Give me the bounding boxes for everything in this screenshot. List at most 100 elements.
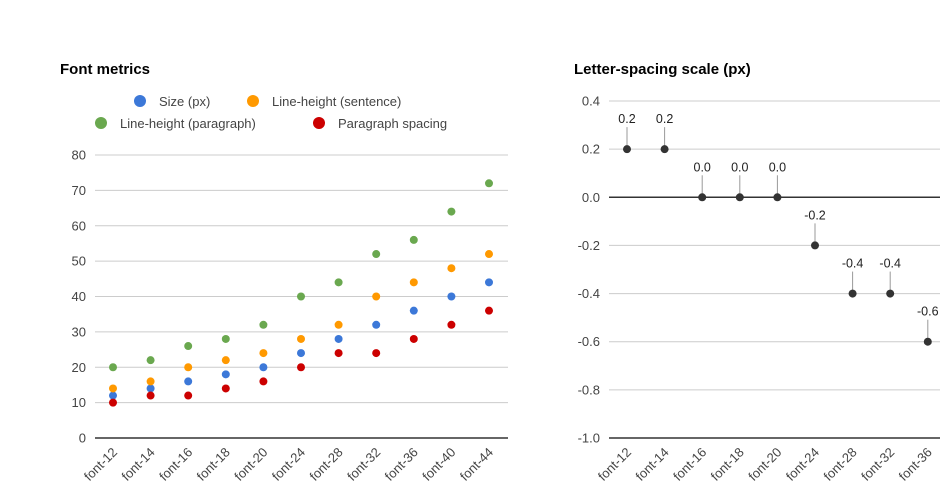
data-point xyxy=(811,241,819,250)
y-tick-label: -1.0 xyxy=(578,431,600,446)
data-point xyxy=(447,320,456,329)
data-label: 0.0 xyxy=(769,160,786,174)
x-tick-label: font-44 xyxy=(457,445,496,482)
y-tick-label: 0 xyxy=(79,431,86,446)
data-point xyxy=(623,145,631,154)
x-tick-label: font-18 xyxy=(708,445,747,482)
chart-title: Font metrics xyxy=(60,61,150,78)
legend-marker xyxy=(247,95,259,107)
data-point xyxy=(259,349,268,358)
data-label: 0.2 xyxy=(618,112,635,126)
letter-spacing-chart: Letter-spacing scale (px) -1.0 -0.8 -0.6 -0… xyxy=(574,61,940,482)
legend-marker xyxy=(313,117,325,129)
data-point xyxy=(184,377,193,386)
x-tick-label: font-18 xyxy=(194,445,233,482)
data-label: -0.2 xyxy=(804,208,826,222)
data-point xyxy=(447,264,456,273)
data-point xyxy=(409,278,418,287)
data-point xyxy=(447,207,456,216)
data-point xyxy=(146,391,155,400)
data-point xyxy=(184,342,193,351)
data-point xyxy=(485,179,493,188)
data-point xyxy=(146,377,155,386)
data-point xyxy=(485,306,493,315)
x-tick-label: font-20 xyxy=(745,445,784,482)
data-label: -0.6 xyxy=(917,305,939,319)
y-axis-ticks: 0 10 20 30 40 50 60 70 80 xyxy=(72,148,86,446)
data-point xyxy=(221,334,230,343)
data-point xyxy=(485,278,493,287)
legend-label: Line-height (paragraph) xyxy=(120,116,256,131)
y-tick-label: 80 xyxy=(72,148,86,163)
data-point xyxy=(297,334,305,343)
legend-label: Paragraph spacing xyxy=(338,116,447,131)
data-point xyxy=(221,384,230,393)
x-tick-label: font-12 xyxy=(81,445,120,482)
y-tick-label: -0.4 xyxy=(578,286,600,301)
data-point xyxy=(334,278,343,287)
x-tick-label: font-20 xyxy=(231,445,270,482)
data-point xyxy=(259,363,268,372)
data-label: -0.4 xyxy=(842,257,864,271)
x-tick-label: font-16 xyxy=(670,445,709,482)
gridlines xyxy=(609,100,940,439)
legend-label: Line-height (sentence) xyxy=(272,94,401,109)
data-point xyxy=(109,384,117,393)
y-axis-ticks: -1.0 -0.8 -0.6 -0.4 -0.2 0.0 0.2 0.4 xyxy=(578,94,600,446)
legend: Size (px) Line-height (sentence) Line-he… xyxy=(95,94,447,131)
data-point xyxy=(372,250,381,259)
data-point xyxy=(409,235,418,244)
x-tick-label: font-28 xyxy=(306,445,345,482)
legend-marker xyxy=(95,117,107,129)
y-tick-label: 0.0 xyxy=(582,190,600,205)
data-label: 0.0 xyxy=(731,160,748,174)
y-tick-label: -0.8 xyxy=(578,382,600,397)
x-tick-label: font-28 xyxy=(820,445,859,482)
x-tick-label: font-36 xyxy=(896,445,935,482)
y-tick-label: -0.2 xyxy=(578,238,600,253)
data-point xyxy=(372,320,381,329)
data-point xyxy=(146,356,155,365)
y-tick-label: 20 xyxy=(72,360,86,375)
data-point xyxy=(923,337,932,346)
data-point xyxy=(409,306,418,315)
data-point xyxy=(660,145,669,154)
y-tick-label: 70 xyxy=(72,183,86,198)
y-tick-label: 30 xyxy=(72,324,86,339)
data-point xyxy=(109,363,117,372)
data-point xyxy=(297,292,305,301)
font-metrics-chart: Font metrics Size (px) Line-height (sent… xyxy=(60,61,508,482)
data-label: -0.4 xyxy=(879,257,901,271)
x-tick-label: font-24 xyxy=(783,445,822,482)
y-tick-label: 0.2 xyxy=(582,142,600,157)
data-point xyxy=(698,193,707,202)
x-tick-label: font-24 xyxy=(269,445,308,482)
data-point xyxy=(886,289,895,298)
chart-title: Letter-spacing scale (px) xyxy=(574,61,751,78)
y-tick-label: 60 xyxy=(72,218,86,233)
data-point xyxy=(848,289,857,298)
data-point xyxy=(773,193,782,202)
x-axis-ticks: font-12font-14font-16font-18font-20font-… xyxy=(81,445,496,482)
data-labels: 0.2 0.2 0.0 0.0 0.0 -0.2 -0.4 -0.4 -0.6 xyxy=(618,112,939,342)
x-tick-label: font-12 xyxy=(595,445,634,482)
data-point xyxy=(184,391,193,400)
data-point xyxy=(334,334,343,343)
data-label: 0.2 xyxy=(656,112,673,126)
y-tick-label: 40 xyxy=(72,289,86,304)
data-point xyxy=(735,193,744,202)
x-tick-label: font-14 xyxy=(632,445,671,482)
x-tick-label: font-16 xyxy=(156,445,195,482)
data-point xyxy=(485,250,493,259)
x-tick-label: font-40 xyxy=(419,445,458,482)
data-point xyxy=(221,370,230,379)
data-point xyxy=(372,292,381,301)
x-tick-label: font-36 xyxy=(382,445,421,482)
legend-label: Size (px) xyxy=(159,94,210,109)
x-tick-label: font-14 xyxy=(118,445,157,482)
x-axis-ticks: font-12font-14font-16font-18font-20font-… xyxy=(595,445,935,482)
y-tick-label: 0.4 xyxy=(582,94,600,109)
data-label: 0.0 xyxy=(694,160,711,174)
y-tick-label: 10 xyxy=(72,395,86,410)
